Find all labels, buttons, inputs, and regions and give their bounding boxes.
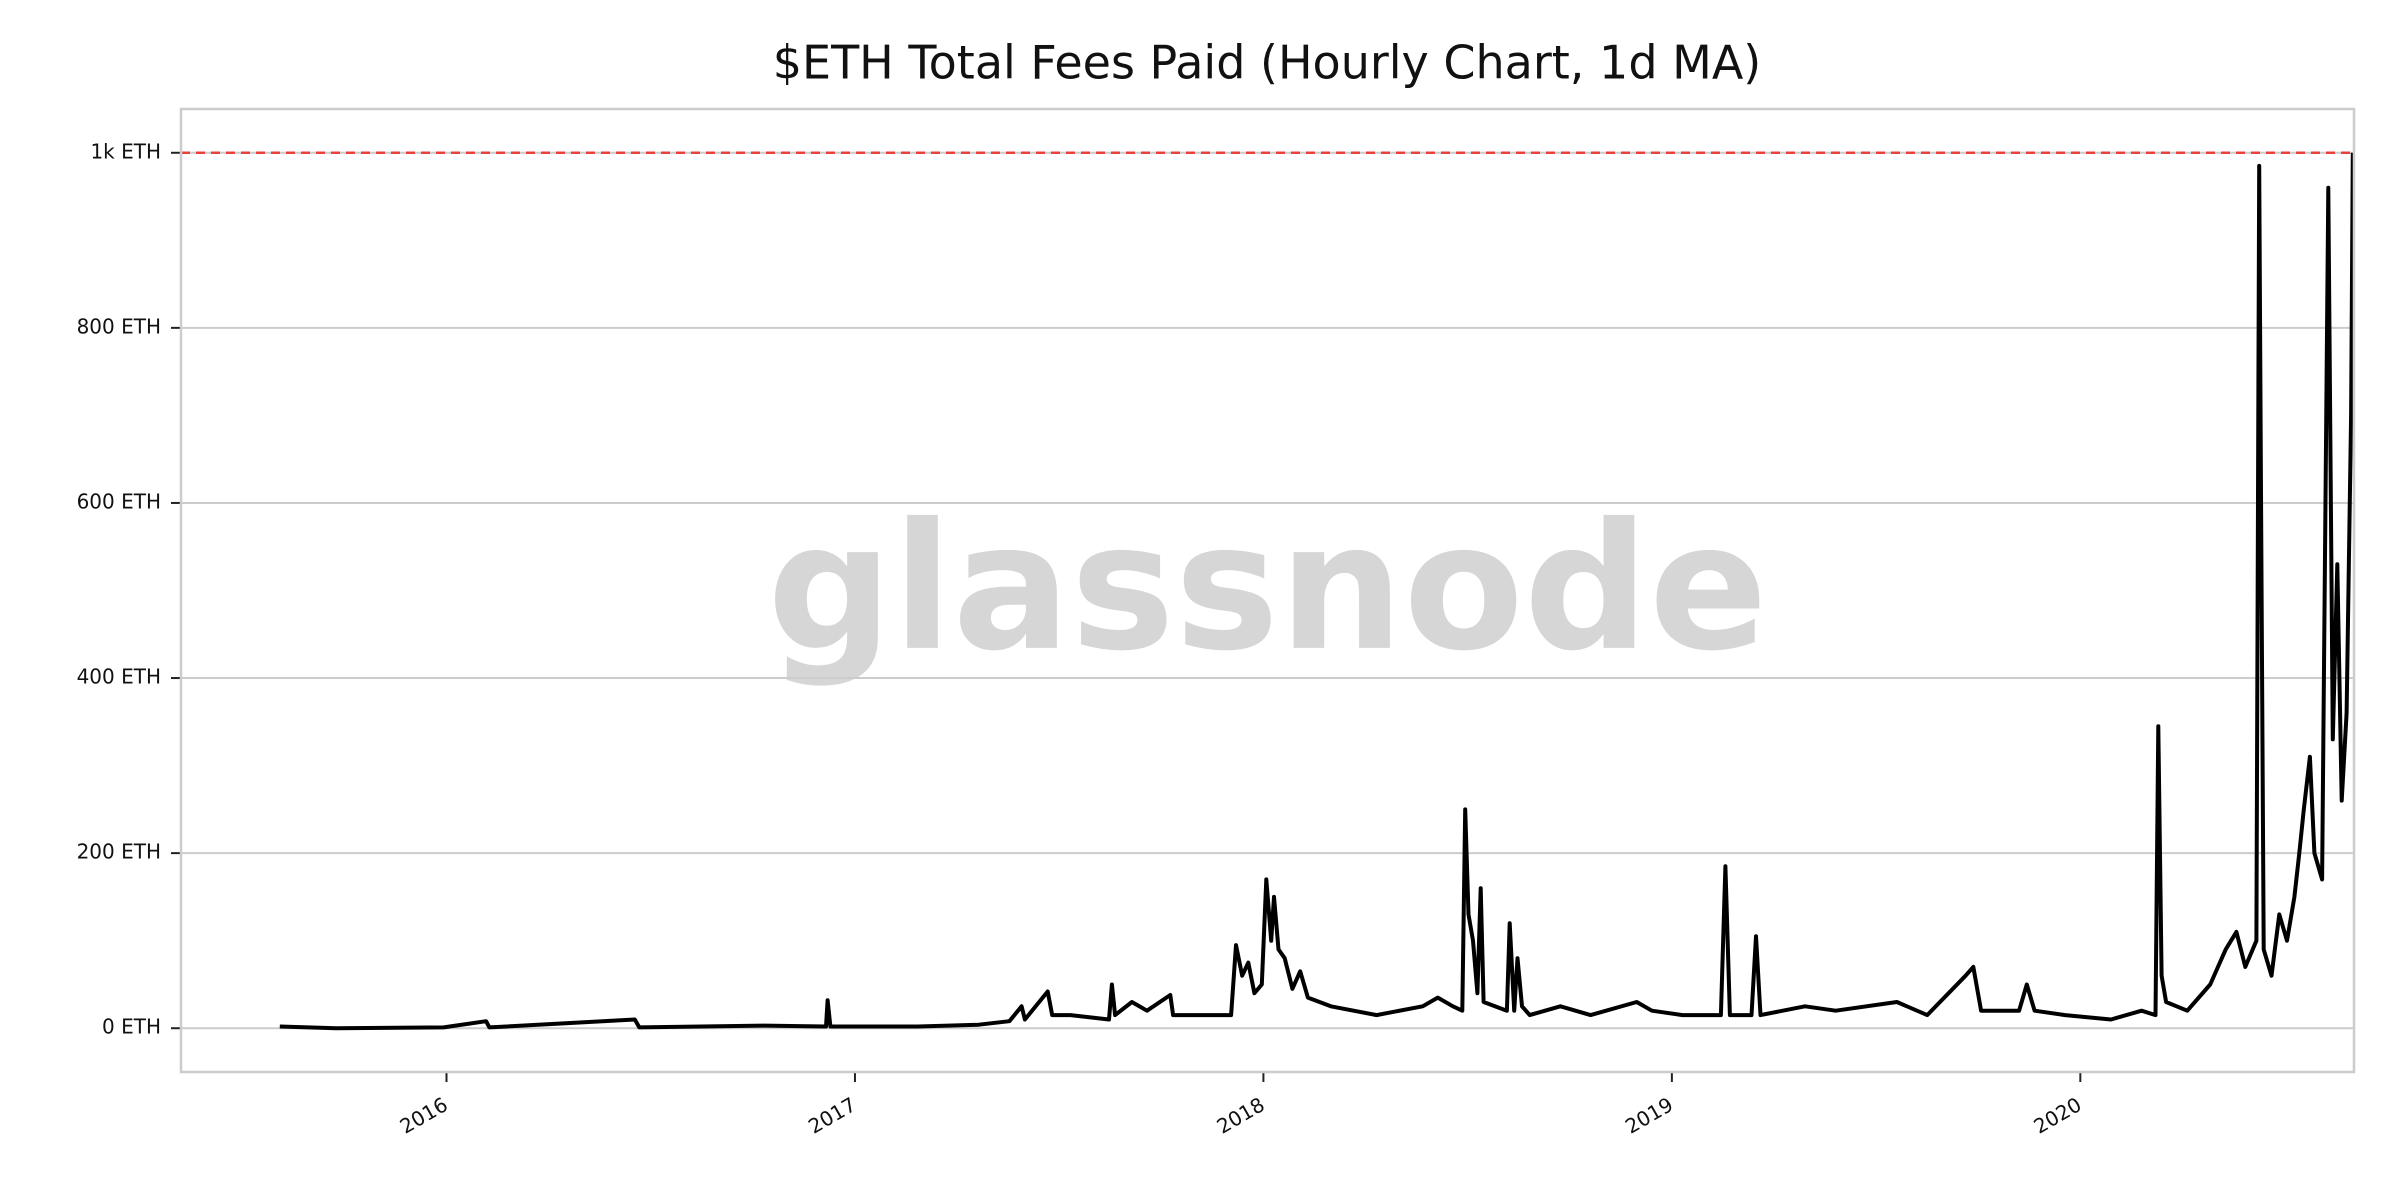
y-tick-label: 200 ETH bbox=[77, 840, 161, 864]
y-tick-label: 800 ETH bbox=[77, 314, 161, 338]
y-tick-label: 1k ETH bbox=[90, 139, 161, 163]
y-tick-label: 0 ETH bbox=[102, 1015, 161, 1039]
chart-title: $ETH Total Fees Paid (Hourly Chart, 1d M… bbox=[773, 36, 1762, 90]
watermark: glassnode bbox=[767, 487, 1767, 690]
plot-frame bbox=[179, 107, 2356, 1074]
y-tick-label: 600 ETH bbox=[77, 489, 161, 513]
y-tick-label: 400 ETH bbox=[77, 665, 161, 689]
series-line bbox=[279, 152, 2355, 1031]
